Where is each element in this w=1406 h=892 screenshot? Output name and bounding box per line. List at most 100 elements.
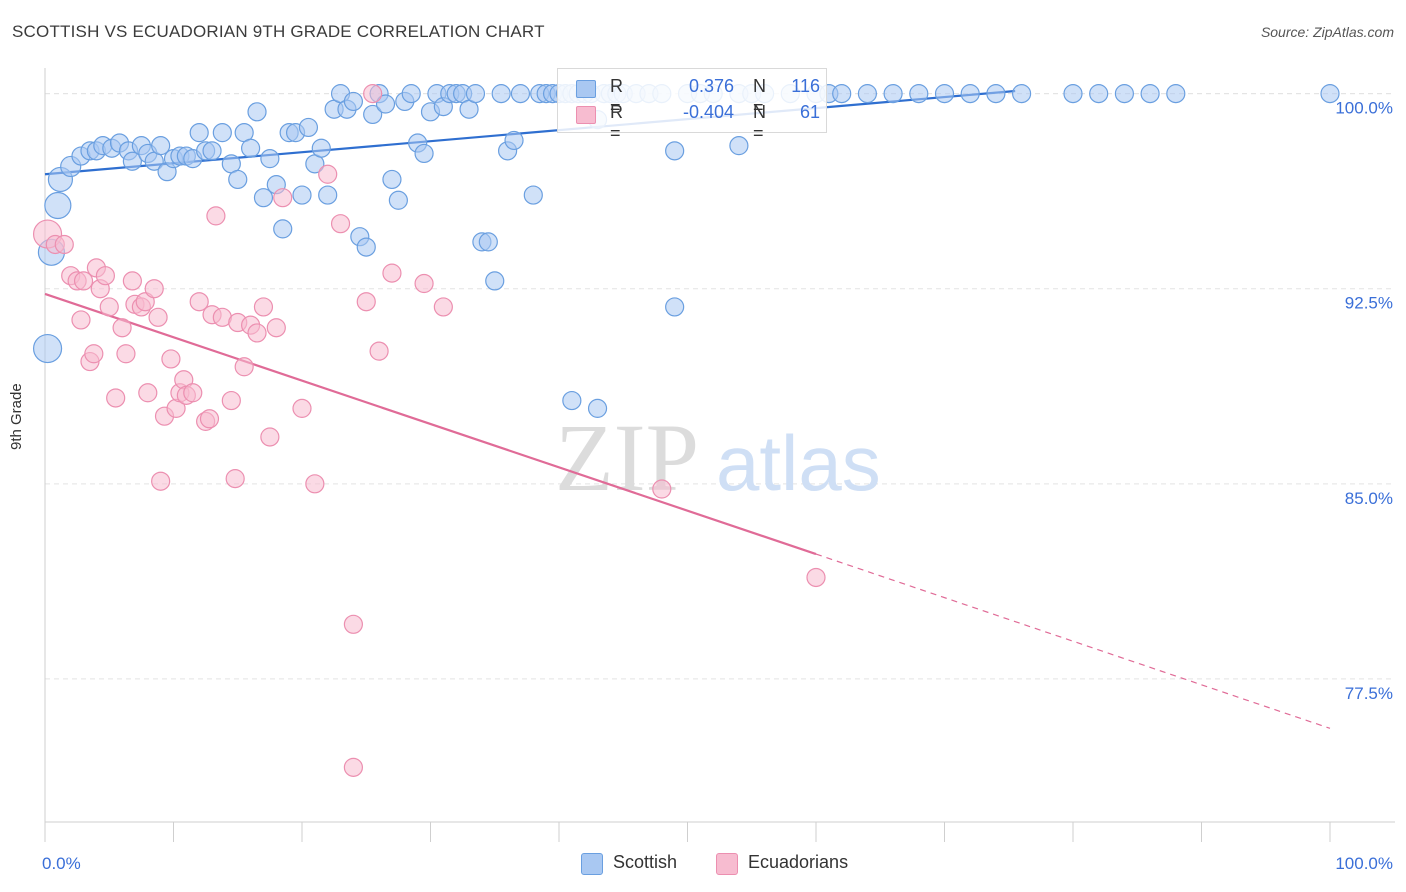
ecuadorian-point — [225, 469, 245, 489]
axes — [44, 68, 1395, 842]
ecuadorian-trend-line — [44, 292, 817, 556]
ecuadorian-point — [414, 273, 434, 294]
stats-legend: R = 0.376 N = 116 R = -0.404 N = 61 — [557, 68, 827, 143]
legend-label-ecuadorians: Ecuadorians — [748, 852, 849, 872]
n-value: 116 — [791, 76, 820, 96]
scottish-point — [260, 149, 280, 169]
legend-label-scottish: Scottish — [613, 852, 678, 872]
scottish-point — [1166, 84, 1186, 104]
ecuadorian-point — [112, 318, 132, 338]
gridlines — [45, 93, 1395, 680]
chart-title: SCOTTISH VS ECUADORIAN 9TH GRADE CORRELA… — [12, 22, 545, 41]
ecuadorian-point — [148, 307, 168, 327]
ecuadorian-point — [122, 271, 142, 291]
ecuadorian-point — [116, 344, 136, 364]
ecuadorian-point — [260, 427, 280, 447]
ecuadorian-point — [84, 344, 104, 364]
scottish-point — [382, 169, 402, 190]
scottish-point — [832, 84, 852, 104]
scottish-point — [909, 84, 929, 104]
ecuadorian-swatch — [716, 853, 738, 875]
scottish-point — [212, 123, 232, 143]
watermark-atlas: atlas — [716, 419, 881, 507]
ecuadorian-point — [369, 341, 389, 361]
ecuadorian-point — [151, 471, 171, 491]
scottish-point — [986, 84, 1006, 104]
y-tick-label: 92.5% — [1345, 294, 1393, 313]
scottish-swatch — [576, 80, 596, 98]
r-label: R = — [610, 102, 623, 143]
scottish-point — [510, 84, 531, 104]
y-tick-label: 85.0% — [1345, 489, 1393, 508]
scottish-swatch — [581, 853, 603, 875]
ecuadorian-point — [95, 266, 115, 286]
ecuadorian-point — [138, 383, 158, 403]
scottish-point — [363, 104, 383, 125]
r-label: R = — [610, 76, 623, 117]
ecuadorian-point — [135, 292, 155, 312]
ecuadorian-point — [382, 263, 402, 283]
ecuadorian-point — [189, 292, 209, 312]
ecuadorian-point — [292, 398, 312, 418]
scottish-point — [883, 84, 903, 104]
watermark: ZIP atlas — [555, 404, 881, 511]
ecuadorian-point — [206, 206, 226, 226]
ecuadorian-point — [106, 388, 126, 408]
scottish-point — [241, 138, 261, 158]
ecuadorian-point — [161, 349, 181, 369]
scottish-point — [311, 138, 331, 158]
ecuadorian-point — [73, 271, 94, 291]
scottish-point — [504, 130, 524, 151]
x-tick-label: 100.0% — [1335, 854, 1393, 873]
watermark-zip: ZIP — [555, 404, 699, 511]
scottish-point — [189, 123, 209, 143]
scottish-point — [202, 141, 222, 161]
scottish-point — [665, 297, 685, 317]
scottish-point — [1140, 84, 1160, 104]
ecuadorian-point — [273, 188, 293, 208]
ecuadorian-point — [71, 310, 91, 330]
n-label: N = — [753, 102, 766, 143]
scottish-point — [44, 191, 72, 220]
scottish-point — [491, 84, 511, 104]
y-tick-label: 100.0% — [1335, 99, 1393, 118]
scottish-point — [465, 84, 486, 104]
ecuadorian-point — [266, 318, 286, 338]
scottish-point — [478, 232, 498, 252]
ecuadorian-point — [343, 614, 363, 634]
ecuadorian-trend-extension — [815, 553, 1331, 729]
scottish-point — [356, 237, 376, 257]
scottish-point — [960, 84, 980, 104]
ecuadorian-point — [363, 84, 383, 104]
scottish-point — [401, 84, 421, 104]
ecuadorian-point — [253, 297, 274, 317]
ecuadorian-point — [330, 214, 351, 234]
scottish-point — [151, 136, 171, 156]
ecuadorian-point — [433, 297, 453, 317]
ecuadorian-point — [183, 383, 203, 403]
scottish-point — [292, 185, 312, 205]
scottish-point — [298, 117, 319, 138]
scottish-point — [562, 390, 582, 411]
r-value: -0.404 — [682, 102, 734, 122]
scottish-point — [273, 219, 293, 239]
series-legend: Scottish Ecuadorians — [0, 851, 1406, 877]
ecuadorian-point — [221, 390, 241, 411]
scottish-point — [587, 398, 608, 418]
ecuadorian-point — [305, 474, 325, 494]
scottish-point — [32, 333, 63, 364]
scottish-point — [247, 102, 267, 122]
ecuadorian-point — [247, 323, 267, 343]
scottish-point — [934, 84, 955, 104]
scottish-point — [485, 271, 505, 291]
ecuadorian-point — [652, 479, 672, 499]
scottish-point — [857, 84, 878, 104]
scottish-point — [343, 91, 363, 112]
ecuadorian-point — [234, 357, 254, 377]
r-value: 0.376 — [688, 76, 734, 96]
ecuadorian-point — [199, 409, 220, 429]
ecuadorian-point — [54, 234, 74, 255]
scottish-point — [414, 143, 434, 164]
ecuadorian-point — [144, 279, 164, 299]
